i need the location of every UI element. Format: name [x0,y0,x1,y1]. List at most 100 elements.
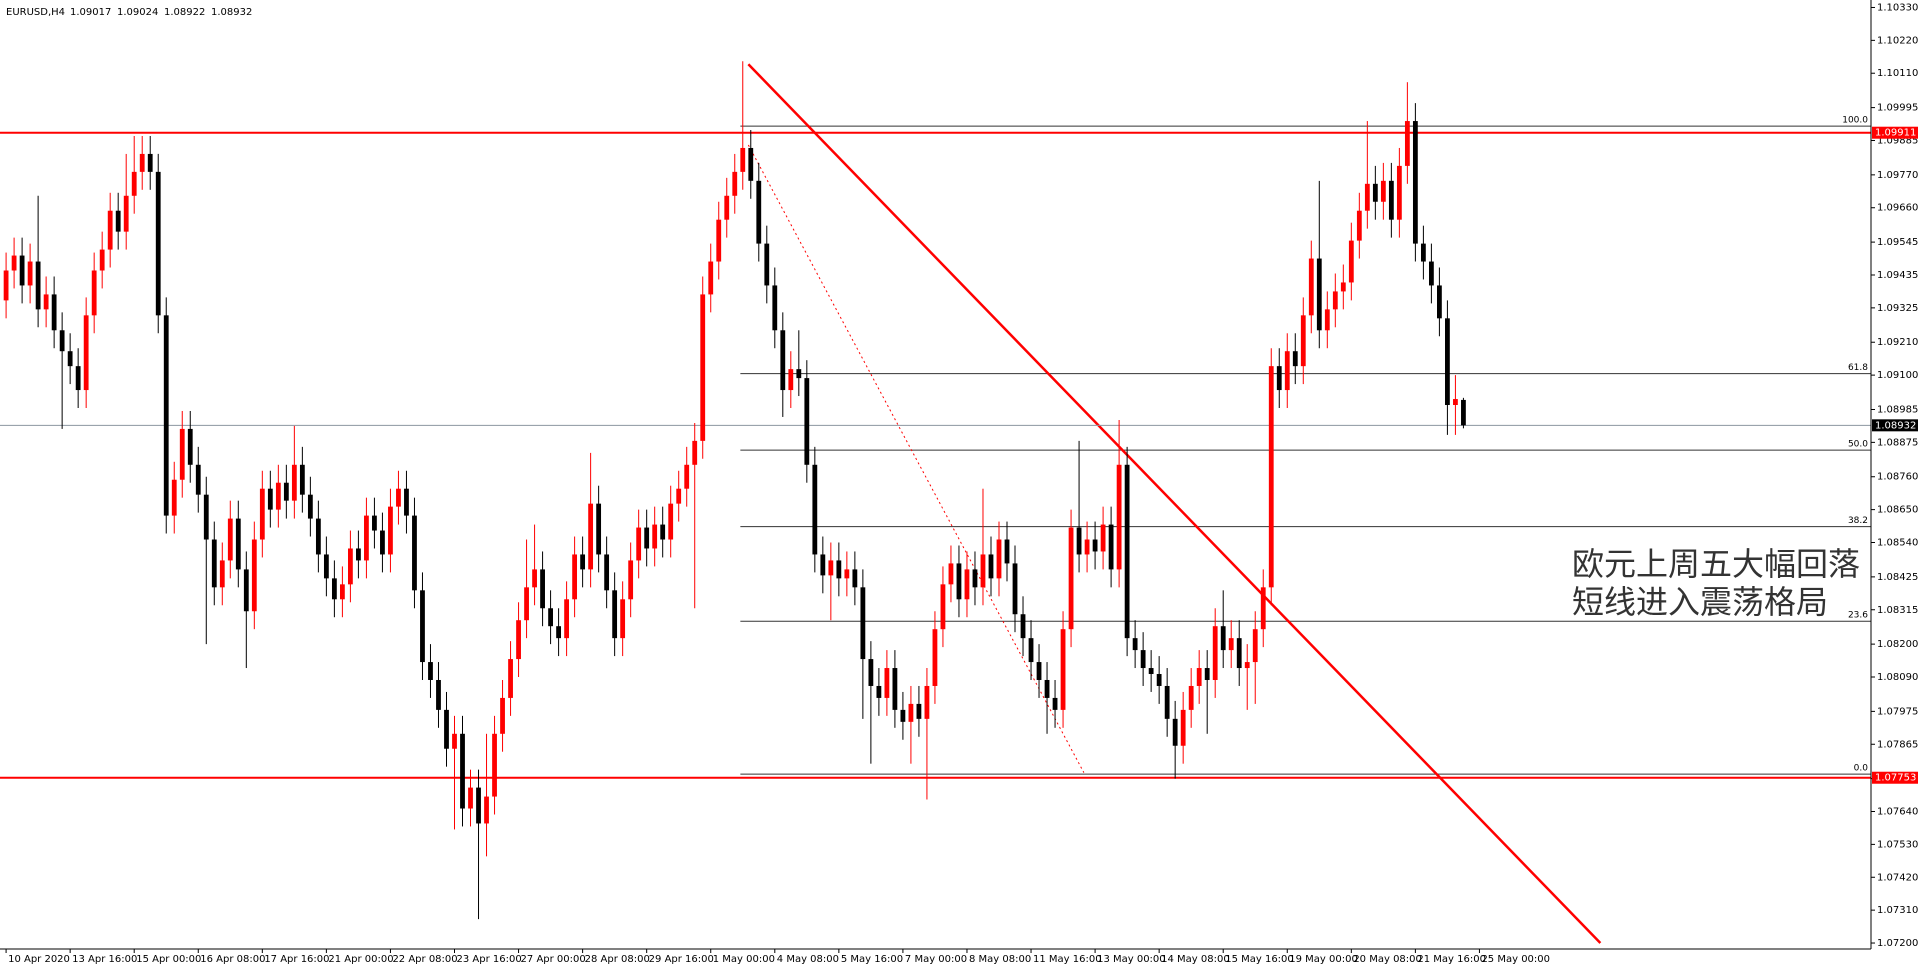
candle-body [1244,662,1250,669]
candle-body [420,590,425,663]
candle-body [876,685,882,698]
candle-body [1148,668,1154,675]
candle-body [484,796,489,824]
price-label: 1.07753 [1875,773,1916,784]
y-tick-label: 1.08650 [1877,505,1918,516]
candle-body [107,210,113,250]
candle-body [556,626,561,639]
candle-body [412,515,417,591]
candle-body [1044,679,1050,698]
candle-body [596,503,602,555]
symbol: EURUSD,H4 [6,7,65,18]
candle-body [1364,183,1370,211]
overlay [0,63,1871,944]
candle-body [1060,629,1066,710]
candle-body [1228,638,1234,651]
candle-body [1124,464,1130,639]
candle-body [908,703,914,722]
candle-body [1453,399,1458,406]
candle-body [732,171,738,196]
fib-label: 23.6 [1848,611,1868,621]
y-tick-label: 1.08315 [1877,605,1918,616]
trendline [747,63,1602,944]
candle-body [1316,258,1322,331]
y-tick-label: 1.10220 [1877,35,1918,46]
candle-body [235,518,241,570]
candle-body [1324,309,1330,331]
candle-body [1420,243,1426,262]
candle-body [500,697,505,734]
candle-body [972,569,978,588]
current-price-label: 1.08932 [1875,420,1916,431]
candle-body [780,330,786,391]
candle-body [35,261,41,310]
close-value: 1.08932 [211,7,252,18]
candle-body [259,488,265,540]
candle-body [460,733,465,809]
candle-body [1204,668,1210,680]
candle-body [1412,121,1418,244]
candle-body [916,703,922,719]
candle-body [195,464,201,495]
x-tick-label: 16 Apr 08:00 [200,954,265,965]
candle-body [275,482,281,510]
candle-body [684,464,690,489]
candle-body [548,608,553,627]
candle-body [716,219,722,262]
high-value: 1.09024 [117,7,158,18]
candle-body [532,569,537,588]
low-value: 1.08922 [164,7,205,18]
candle-body [139,153,145,172]
candle-body [380,530,385,555]
candles [3,61,1466,920]
candle-body [724,195,730,220]
candle-body [1156,674,1162,686]
candle-body [1445,318,1450,406]
y-tick-label: 1.09885 [1877,135,1918,146]
y-tick-label: 1.08425 [1877,572,1918,583]
candle-body [1348,240,1354,283]
candle-body [11,255,17,271]
fib-label: 38.2 [1848,516,1868,526]
candle-body [1028,638,1034,663]
candle-body [1100,524,1106,552]
x-tick-label: 27 Apr 00:00 [521,954,586,965]
candle-body [652,524,658,549]
candle-body [1292,351,1298,367]
candle-body [1332,291,1338,310]
candle-body [347,548,353,585]
candle-body [820,554,826,576]
candle-body [291,464,297,501]
fib-label: 0.0 [1854,764,1869,774]
candle-body [988,554,994,579]
x-tick-label: 22 Apr 08:00 [392,954,457,965]
candle-body [604,554,610,591]
x-tick-label: 13 May 00:00 [1097,954,1166,965]
candle-body [3,270,9,301]
candle-body [1196,668,1202,686]
x-tick-label: 4 May 08:00 [777,954,839,965]
candle-body [1188,685,1194,710]
candle-body [27,261,33,286]
open-value: 1.09017 [70,7,111,18]
x-tick-label: 11 May 16:00 [1033,954,1102,965]
y-tick-label: 1.08090 [1877,672,1918,683]
candle-body [1012,563,1018,615]
candle-body [932,629,938,686]
candle-body [307,494,313,519]
annotation: 短线进入震荡格局 [1572,583,1828,621]
candle-body [1180,709,1186,746]
candle-body [1020,614,1026,639]
labels: EURUSD,H4 1.09017 1.09024 1.08922 1.0893… [6,2,1918,965]
candle-body [516,620,521,660]
candle-body [1388,180,1394,220]
candle-body [227,518,233,561]
x-tick-label: 17 Apr 16:00 [264,954,329,965]
price-label-box [1872,771,1918,784]
x-tick-label: 13 Apr 16:00 [72,954,137,965]
candle-body [860,587,866,660]
candle-body [628,560,634,600]
candle-body [804,378,810,465]
y-tick-label: 1.09995 [1877,103,1918,114]
